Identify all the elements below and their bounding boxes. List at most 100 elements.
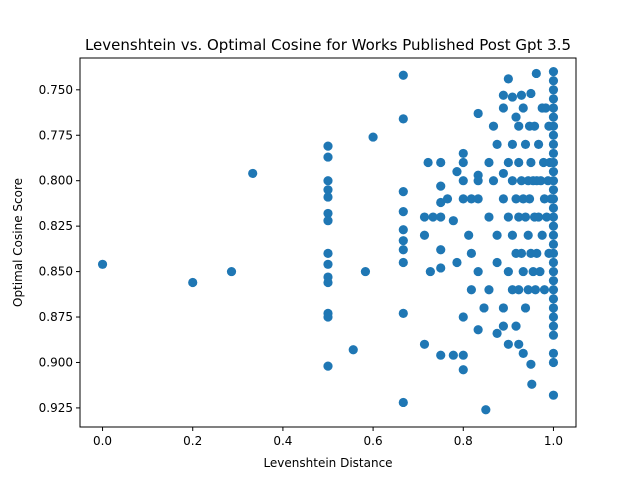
data-point: [548, 390, 559, 400]
data-point: [539, 194, 550, 204]
x-axis-label: Levenshtein Distance: [263, 456, 392, 470]
y-tick-label: 0.825: [39, 219, 73, 233]
data-point: [548, 94, 559, 104]
data-point: [458, 312, 468, 322]
data-point: [548, 348, 559, 358]
data-point: [542, 212, 552, 222]
data-point: [448, 350, 458, 360]
data-point: [488, 121, 499, 131]
data-point: [507, 285, 518, 295]
data-point: [428, 212, 438, 222]
data-point: [97, 259, 108, 269]
data-point: [535, 266, 545, 277]
y-tick-label: 0.900: [39, 355, 73, 369]
data-point: [398, 245, 408, 255]
data-point: [518, 194, 528, 204]
x-tick-label: 0.4: [273, 434, 292, 448]
data-point: [537, 230, 547, 240]
data-point: [452, 167, 462, 177]
data-point: [323, 208, 333, 219]
data-point: [548, 157, 559, 168]
data-point: [514, 285, 524, 295]
data-point: [520, 303, 531, 313]
data-point: [516, 248, 527, 259]
data-point: [464, 230, 474, 240]
data-point: [436, 263, 446, 273]
data-point: [518, 266, 528, 277]
data-point: [473, 108, 483, 119]
data-point: [548, 230, 559, 240]
data-point: [526, 88, 536, 99]
x-tick-label: 0.6: [364, 434, 383, 448]
data-point: [548, 176, 559, 186]
data-point: [536, 176, 546, 186]
data-point: [398, 397, 408, 408]
data-point: [520, 139, 531, 149]
data-point: [523, 230, 533, 240]
data-point: [514, 339, 524, 349]
y-tick-label: 0.850: [39, 265, 73, 279]
data-point: [473, 194, 483, 204]
y-tick-label: 0.775: [39, 128, 73, 142]
data-point: [473, 176, 483, 186]
data-point: [458, 194, 468, 204]
data-points: [97, 67, 559, 415]
data-point: [541, 103, 551, 113]
data-point: [548, 312, 559, 322]
data-point: [484, 212, 494, 222]
data-point: [492, 139, 502, 149]
data-point: [442, 194, 453, 204]
data-point: [539, 285, 550, 295]
data-point: [514, 121, 524, 131]
data-point: [458, 148, 468, 159]
data-point: [466, 285, 476, 295]
data-point: [248, 168, 258, 179]
data-point: [523, 285, 533, 295]
x-axis-ticks: 0.0 0.2 0.4 0.6 0.8 1.0: [93, 427, 563, 448]
y-axis-label: Optimal Cosine Score: [11, 178, 25, 307]
data-point: [419, 212, 430, 222]
data-point: [436, 197, 446, 208]
data-point: [436, 181, 446, 191]
data-point: [188, 277, 198, 288]
data-point: [484, 285, 494, 295]
data-point: [436, 245, 446, 255]
data-point: [548, 185, 559, 195]
data-point: [448, 216, 458, 226]
data-point: [548, 85, 559, 95]
data-point: [398, 187, 408, 197]
data-point: [548, 167, 559, 177]
y-tick-label: 0.925: [39, 401, 73, 415]
data-point: [518, 348, 528, 358]
data-point: [398, 236, 408, 246]
data-point: [398, 225, 408, 235]
data-point: [323, 176, 333, 186]
data-point: [529, 121, 540, 131]
data-point: [511, 112, 521, 122]
data-point: [548, 321, 559, 331]
data-point: [481, 405, 491, 415]
data-point: [498, 321, 508, 331]
y-tick-label: 0.875: [39, 310, 73, 324]
data-point: [458, 176, 468, 186]
data-point: [226, 266, 237, 277]
data-point: [514, 212, 524, 222]
data-point: [323, 277, 333, 288]
data-point: [548, 112, 559, 122]
data-point: [548, 148, 559, 159]
data-point: [323, 216, 333, 226]
data-point: [526, 157, 536, 168]
data-point: [398, 257, 408, 268]
data-point: [323, 312, 333, 322]
data-point: [548, 248, 559, 259]
data-point: [526, 359, 536, 369]
data-point: [323, 259, 333, 269]
data-point: [492, 257, 502, 268]
data-point: [548, 67, 559, 77]
data-point: [492, 328, 502, 338]
data-point: [503, 157, 513, 168]
data-point: [466, 194, 476, 204]
data-point: [518, 103, 528, 113]
data-point: [548, 121, 559, 131]
data-point: [532, 248, 542, 259]
